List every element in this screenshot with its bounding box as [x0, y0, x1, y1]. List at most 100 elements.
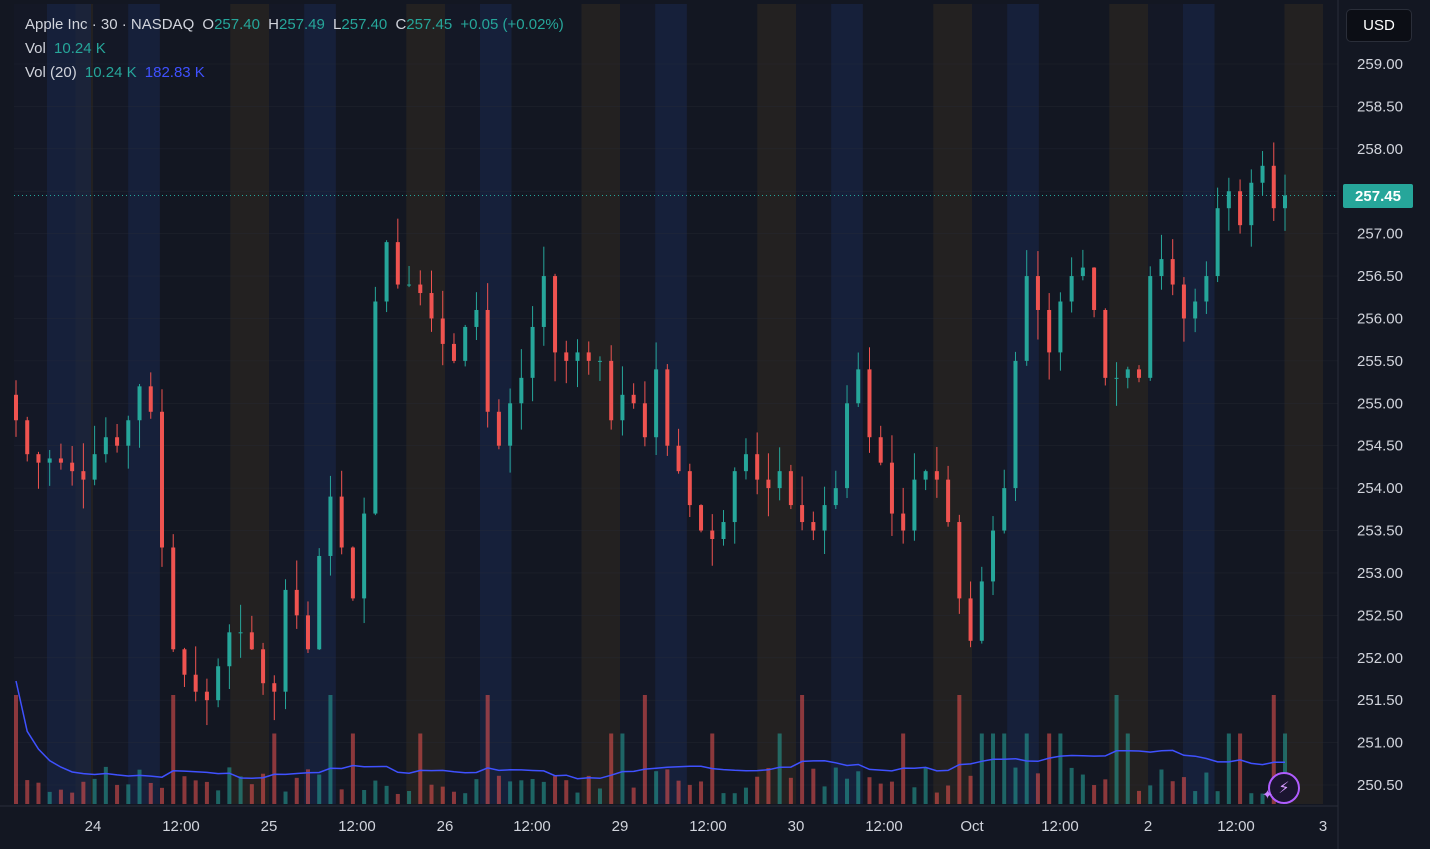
price-tick-label: 258.50: [1357, 98, 1403, 115]
candle-body: [283, 589, 288, 692]
candle-body: [957, 522, 962, 599]
close-value: 257.45: [406, 16, 453, 33]
volume-bar: [991, 733, 996, 804]
volume-bar: [1226, 733, 1231, 804]
volume-bar: [1148, 785, 1153, 804]
currency-button[interactable]: USD: [1346, 9, 1412, 42]
price-tick-label: 253.00: [1357, 565, 1403, 582]
candle-body: [70, 462, 75, 472]
session-band: [1148, 4, 1183, 804]
candle-body: [833, 488, 838, 506]
volume-bar: [317, 774, 322, 804]
volume-bar: [92, 778, 97, 804]
volume-bar: [328, 695, 333, 804]
volume-bar: [800, 695, 805, 804]
close-label: C: [395, 16, 407, 33]
time-tick-label: 12:00: [865, 818, 903, 835]
volume-ma-line: [15, 680, 1285, 780]
session-band: [445, 4, 480, 804]
candle-body: [193, 674, 198, 692]
volume-bar: [1137, 790, 1142, 804]
candle-body: [440, 318, 445, 344]
candle-body: [620, 394, 625, 421]
volume-bar: [1159, 769, 1164, 804]
legend-volume-ma[interactable]: Vol (20) 10.24 K 182.83 K: [25, 64, 209, 82]
session-band: [1183, 4, 1215, 804]
symbol-line[interactable]: Apple Inc · 30 · NASDAQ: [25, 16, 195, 33]
low-value: 257.40: [341, 16, 388, 33]
candle-body: [901, 513, 906, 531]
candle-body: [36, 454, 41, 463]
volume-bar: [14, 695, 18, 804]
volume-bar: [126, 784, 131, 804]
volume-bar: [1114, 695, 1119, 804]
candle-body: [272, 683, 277, 692]
volume-bar: [261, 773, 266, 804]
volume-bar: [912, 787, 917, 804]
volume-bar: [1204, 772, 1209, 804]
vol-label: Vol: [25, 40, 46, 57]
time-tick-label: 24: [85, 818, 102, 835]
candle-body: [384, 242, 389, 302]
price-tick-label: 252.50: [1357, 607, 1403, 624]
change-value: +0.05 (+0.02%): [460, 16, 564, 33]
volume-bar: [1238, 733, 1243, 804]
volume-bar: [687, 784, 692, 804]
candles: [14, 142, 1287, 726]
candle-body: [541, 276, 546, 327]
session-band: [655, 4, 687, 804]
session-band: [93, 4, 129, 804]
volume-bar: [36, 782, 41, 804]
candle-body: [474, 309, 479, 327]
legend-volume[interactable]: Vol 10.24 K: [25, 40, 110, 58]
candle-body: [1238, 191, 1243, 226]
candle-body: [148, 386, 153, 412]
vol20-value: 10.24 K: [84, 64, 137, 81]
volume-bar: [305, 769, 310, 804]
volume-bar: [508, 781, 513, 804]
candle-body: [1103, 309, 1108, 378]
time-tick-label: 30: [788, 818, 805, 835]
candle-body: [373, 301, 378, 514]
time-tick-label: 12:00: [1217, 818, 1255, 835]
candle-body: [496, 411, 501, 446]
candle-body: [732, 471, 737, 523]
volume-bar: [1260, 793, 1265, 804]
volume-bar: [350, 733, 355, 804]
volume-bar: [339, 789, 344, 804]
volume-bar: [171, 695, 176, 804]
candle-body: [934, 471, 939, 480]
candle-body: [575, 352, 580, 361]
time-tick-label: 25: [261, 818, 278, 835]
candle-body: [1080, 267, 1085, 277]
candle-body: [429, 293, 434, 319]
volume-bar: [856, 771, 861, 804]
volume-bar: [743, 787, 748, 804]
vol-value: 10.24 K: [54, 40, 106, 57]
candle-body: [1092, 267, 1097, 310]
candle-body: [553, 276, 558, 353]
lightning-icon[interactable]: ⚡: [1268, 772, 1300, 804]
candle-body: [889, 462, 894, 514]
volume-bar: [564, 780, 569, 804]
candle-body: [564, 352, 569, 361]
candle-body: [1069, 276, 1074, 302]
price-tick-label: 256.00: [1357, 310, 1403, 327]
price-tick-label: 251.00: [1357, 735, 1403, 752]
volume-bar: [159, 787, 164, 804]
volume-bar: [867, 777, 872, 804]
volume-bar: [238, 776, 243, 804]
volume-bar: [597, 788, 602, 804]
candle-body: [227, 632, 232, 667]
candle-body: [328, 496, 333, 556]
volume-bar: [721, 793, 726, 804]
candle-body: [407, 284, 412, 286]
candle-body: [115, 437, 120, 446]
candle-body: [216, 666, 221, 701]
candle-body: [923, 471, 928, 480]
volume-bar: [1283, 733, 1287, 804]
volume-bar: [451, 791, 456, 804]
candle-body: [777, 471, 782, 489]
